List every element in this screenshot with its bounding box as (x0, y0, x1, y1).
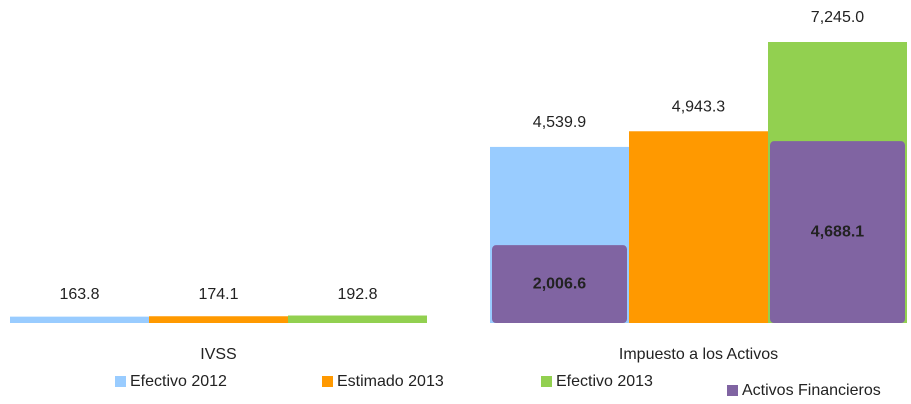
overlay-label: 2,006.6 (533, 275, 586, 292)
overlay-bar (492, 245, 627, 323)
legend-label: Efectivo 2012 (130, 373, 227, 390)
category-label: IVSS (200, 346, 236, 363)
value-label: 192.8 (337, 286, 377, 303)
legend-swatch (115, 376, 126, 387)
value-label: 174.1 (198, 286, 238, 303)
bar (10, 316, 149, 323)
bar (149, 316, 288, 323)
legend-swatch (727, 385, 738, 396)
legend-label: Activos Financieros (742, 382, 881, 399)
value-label: 4,943.3 (672, 98, 725, 115)
bar (288, 315, 427, 323)
value-label: 4,539.9 (533, 114, 586, 131)
overlay-label: 4,688.1 (811, 223, 864, 240)
bar (629, 131, 768, 323)
category-label: Impuesto a los Activos (619, 346, 778, 363)
value-label: 7,245.0 (811, 9, 864, 26)
legend-label: Estimado 2013 (337, 373, 444, 390)
legend-label: Efectivo 2013 (556, 373, 653, 390)
legend-swatch (541, 376, 552, 387)
legend-swatch (322, 376, 333, 387)
value-label: 163.8 (59, 286, 99, 303)
overlay-bar (770, 141, 905, 323)
